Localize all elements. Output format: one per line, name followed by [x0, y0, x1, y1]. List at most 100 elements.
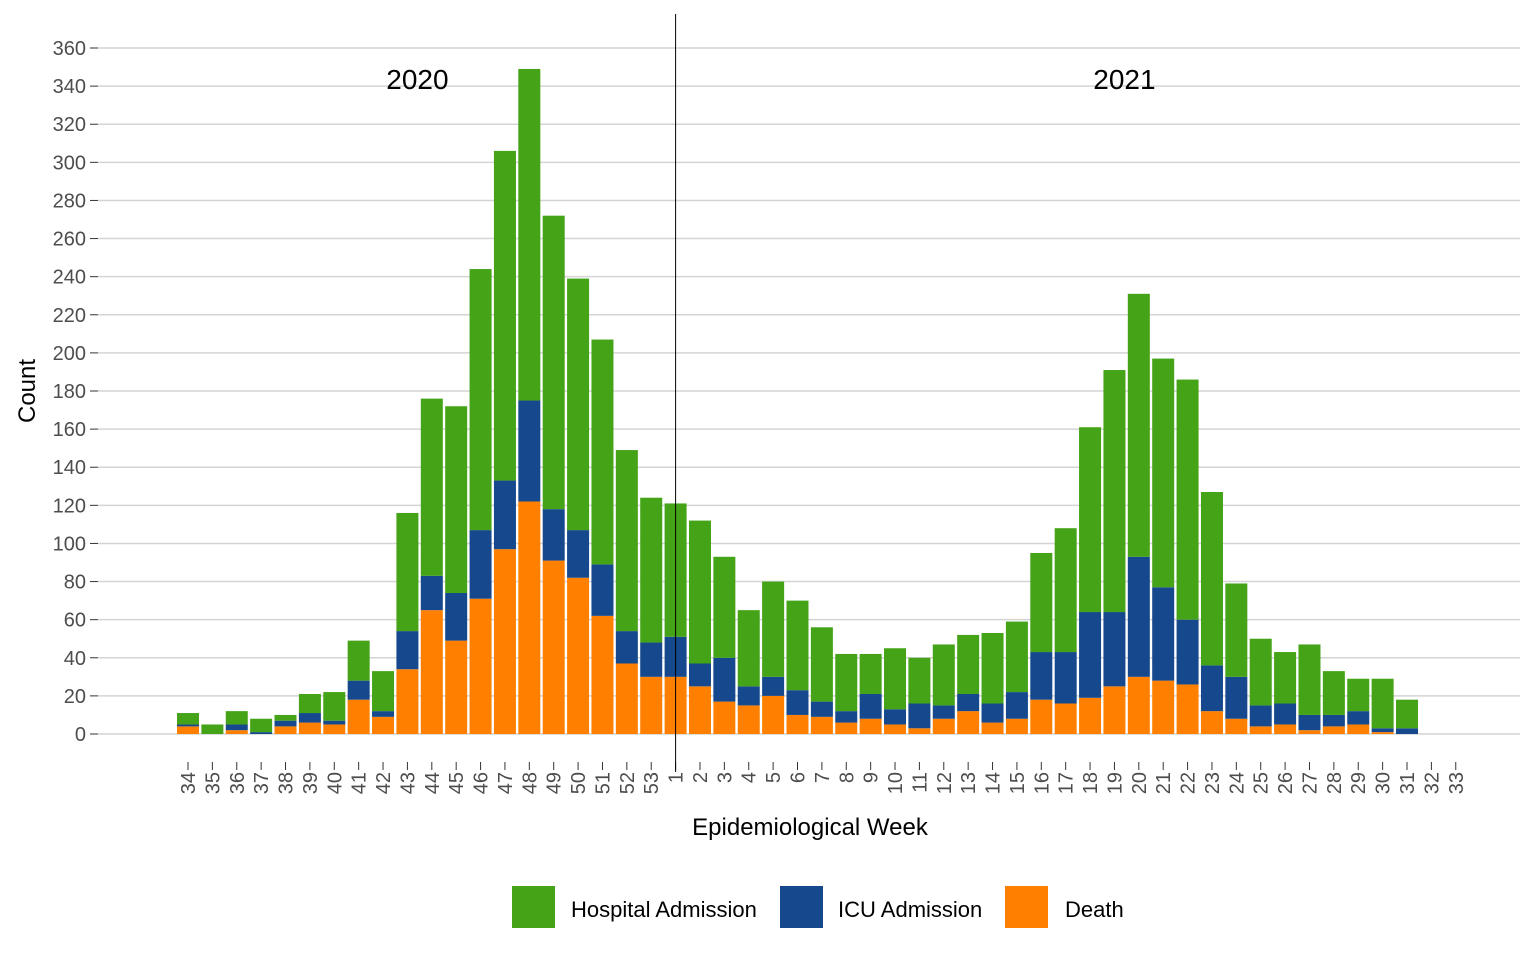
bar-icu-admission-week-44	[420, 575, 443, 611]
bar-icu-admission-week-42	[372, 711, 395, 717]
bar-hospital-admission-week-52	[615, 450, 638, 632]
bar-icu-admission-week-53	[640, 642, 663, 677]
bar-death-week-53	[640, 676, 663, 734]
x-tick-label: 27	[1299, 772, 1321, 794]
x-tick-label: 44	[422, 772, 444, 794]
bar-death-week-27	[1298, 730, 1321, 734]
gridlines	[98, 47, 1520, 735]
bar-hospital-admission-week-19	[1103, 370, 1126, 613]
bar-hospital-admission-week-40	[323, 692, 346, 721]
bar-death-week-45	[445, 640, 468, 734]
x-tick-label: 23	[1202, 772, 1224, 794]
bar-death-week-48	[518, 501, 541, 734]
bar-icu-admission-week-28	[1322, 714, 1345, 727]
bar-hospital-admission-week-22	[1176, 379, 1199, 620]
bar-icu-admission-week-2	[688, 663, 711, 687]
x-tick-label: 12	[934, 772, 956, 794]
bar-death-week-11	[908, 728, 931, 734]
x-tick-label: 46	[471, 772, 493, 794]
x-tick-label: 8	[836, 772, 858, 783]
y-tick-label: 120	[53, 495, 86, 517]
bar-icu-admission-week-15	[1005, 692, 1028, 719]
bar-icu-admission-week-29	[1347, 711, 1370, 725]
y-tick-label: 320	[53, 114, 86, 136]
x-tick-label: 34	[178, 772, 200, 794]
x-tick-label: 51	[592, 772, 614, 794]
bar-hospital-admission-week-36	[225, 711, 248, 725]
x-tick-label: 10	[885, 772, 907, 794]
bar-icu-admission-week-47	[493, 480, 516, 550]
bar-death-week-12	[932, 718, 955, 734]
bar-death-week-40	[323, 724, 346, 734]
x-tick-label: 17	[1056, 772, 1078, 794]
bar-death-week-9	[859, 718, 882, 734]
bar-death-week-46	[469, 598, 492, 734]
bar-icu-admission-week-9	[859, 693, 882, 719]
bar-death-week-16	[1030, 699, 1053, 734]
bar-icu-admission-week-39	[298, 713, 321, 723]
bar-icu-admission-week-11	[908, 703, 931, 729]
x-tick-label: 13	[958, 772, 980, 794]
bar-death-week-49	[542, 560, 565, 734]
x-tick-label: 53	[641, 772, 663, 794]
bar-death-week-19	[1103, 686, 1126, 734]
bar-hospital-admission-week-8	[835, 653, 858, 712]
bar-icu-admission-week-21	[1152, 587, 1175, 681]
bar-death-week-34	[177, 726, 199, 734]
bar-death-week-43	[396, 669, 419, 734]
bar-death-week-10	[884, 724, 907, 734]
bar-icu-admission-week-5	[762, 676, 785, 696]
bar-death-week-51	[591, 615, 614, 734]
x-tick-label: 4	[739, 772, 761, 783]
x-tick-label: 36	[227, 772, 249, 794]
x-tick-label: 31	[1397, 772, 1419, 794]
bar-death-week-52	[615, 663, 638, 734]
bar-death-week-13	[957, 711, 980, 734]
bar-death-week-6	[786, 714, 809, 734]
bar-death-week-3	[713, 701, 736, 734]
bar-hospital-admission-week-42	[372, 671, 395, 712]
x-tick-label: 28	[1324, 772, 1346, 794]
bar-icu-admission-week-4	[737, 686, 760, 706]
x-tick-label: 14	[983, 772, 1005, 794]
bar-icu-admission-week-52	[615, 631, 638, 664]
y-tick-label: 180	[53, 381, 86, 403]
legend-swatch-hospital	[512, 886, 555, 928]
x-tick-label: 32	[1421, 772, 1443, 794]
bar-icu-admission-week-49	[542, 509, 565, 561]
bar-hospital-admission-week-49	[542, 215, 565, 510]
bar-hospital-admission-week-30	[1371, 678, 1394, 729]
x-tick-label: 37	[251, 772, 273, 794]
bar-hospital-admission-week-23	[1200, 491, 1223, 666]
x-tick-label: 48	[519, 772, 541, 794]
bar-hospital-admission-week-25	[1249, 638, 1272, 706]
bar-hospital-admission-week-45	[445, 406, 468, 593]
x-tick-label: 22	[1178, 772, 1200, 794]
bar-hospital-admission-week-13	[957, 634, 980, 694]
bar-icu-admission-week-36	[225, 724, 248, 731]
bar-icu-admission-week-3	[713, 657, 736, 702]
bar-hospital-admission-week-39	[298, 693, 321, 714]
bar-death-week-14	[981, 722, 1004, 734]
bar-death-week-42	[372, 716, 395, 734]
y-tick-label: 280	[53, 190, 86, 212]
bar-hospital-admission-week-4	[737, 610, 760, 687]
x-tick-label: 7	[812, 772, 834, 783]
y-tick-label: 300	[53, 152, 86, 174]
bar-death-week-47	[493, 549, 516, 734]
x-tick-label: 25	[1251, 772, 1273, 794]
bar-icu-admission-week-16	[1030, 652, 1053, 700]
bar-death-week-22	[1176, 684, 1199, 734]
bar-icu-admission-week-23	[1200, 665, 1223, 712]
x-tick-label: 52	[617, 772, 639, 794]
bar-icu-admission-week-43	[396, 631, 419, 670]
bar-death-week-28	[1322, 726, 1345, 734]
x-tick-label: 9	[861, 772, 883, 783]
bar-hospital-admission-week-24	[1225, 583, 1248, 677]
bar-icu-admission-week-19	[1103, 612, 1126, 687]
bar-hospital-admission-week-15	[1005, 621, 1028, 693]
y-tick-label: 340	[53, 76, 86, 98]
legend: Hospital Admission ICU Admission Death	[512, 886, 1124, 928]
bar-hospital-admission-week-7	[810, 627, 833, 702]
